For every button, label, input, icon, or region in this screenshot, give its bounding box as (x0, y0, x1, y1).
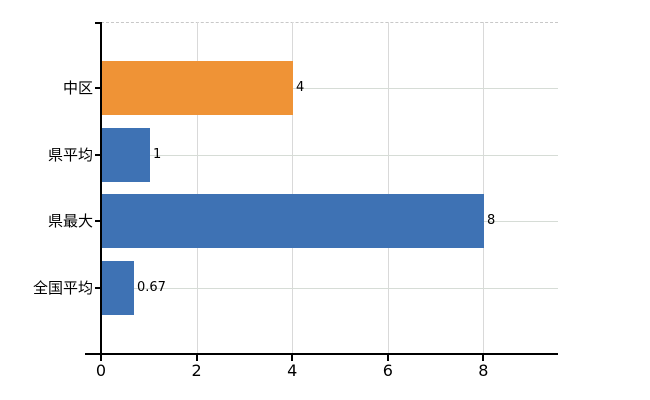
bar-value-label: 1 (153, 146, 162, 162)
y-axis-line (100, 22, 102, 359)
category-label: 中区 (62, 79, 93, 97)
y-tick (95, 286, 101, 289)
x-tick-label: 6 (382, 361, 393, 380)
bar (102, 194, 484, 248)
category-label: 県平均 (47, 145, 93, 164)
vertical-gridline (483, 22, 485, 354)
bar (102, 127, 150, 182)
horizontal-gridline (101, 287, 558, 289)
x-tick (386, 354, 389, 361)
vertical-gridline (196, 22, 198, 354)
x-tick-label: 8 (478, 361, 489, 380)
category-label: 県最大 (47, 212, 93, 230)
category-label: 全国平均 (32, 278, 93, 297)
y-tick (95, 153, 101, 156)
x-tick (291, 354, 294, 361)
y-axis-top-tick (95, 22, 101, 24)
bar-value-label: 4 (296, 80, 305, 95)
plot-top-border (101, 22, 558, 23)
x-tick-label: 4 (287, 361, 298, 380)
x-tick-label: 0 (95, 361, 107, 380)
horizontal-gridline (101, 154, 558, 156)
bar-value-label: 8 (487, 213, 496, 228)
vertical-gridline (292, 22, 294, 354)
vertical-gridline (387, 22, 389, 354)
bar-value-label: 0.67 (137, 279, 166, 295)
x-tick (482, 354, 485, 361)
x-axis-line (85, 353, 558, 355)
x-tick (195, 354, 198, 361)
y-tick (95, 87, 101, 89)
y-tick (95, 220, 101, 222)
bar (102, 61, 293, 115)
horizontal-gridline (101, 88, 558, 89)
x-tick-label: 2 (191, 361, 202, 380)
bar (102, 260, 134, 315)
